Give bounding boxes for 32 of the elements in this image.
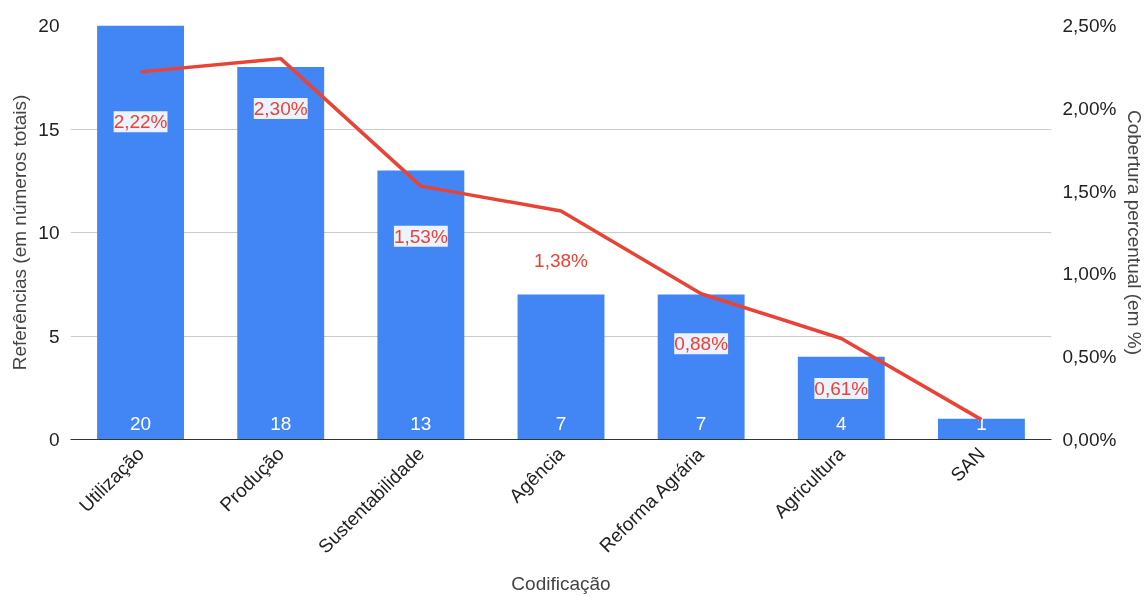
- y2-tick-label: 1,00%: [1062, 263, 1117, 285]
- data-label: 2,22%: [113, 111, 168, 133]
- y-tick-label: 0: [48, 429, 60, 450]
- data-label: 2,30%: [253, 98, 308, 120]
- data-label: 7: [555, 412, 567, 434]
- x-axis-title: Codificação: [511, 572, 611, 594]
- y2-tick-label: 0,00%: [1062, 429, 1117, 450]
- y-tick-label: 10: [38, 222, 60, 243]
- data-label: 0,88%: [674, 333, 729, 355]
- y2-tick-label: 1,50%: [1062, 180, 1117, 202]
- y2-tick-label: 2,00%: [1062, 97, 1117, 119]
- data-label: 0,61%: [814, 377, 869, 399]
- bar: [517, 294, 605, 440]
- data-label: 7: [695, 412, 707, 434]
- data-label: 1,38%: [534, 250, 589, 272]
- bar: [377, 170, 465, 440]
- y-tick-label: 5: [48, 325, 60, 347]
- bar: [97, 25, 185, 440]
- y-tick-label: 15: [38, 118, 60, 140]
- data-label: 13: [410, 412, 432, 434]
- data-label: 18: [270, 412, 292, 434]
- data-label: 4: [836, 412, 847, 434]
- data-label: 20: [130, 412, 152, 434]
- bar: [657, 294, 745, 440]
- y2-axis-title: Cobertura percentual (em %): [1124, 110, 1146, 355]
- y-tick-label: 20: [38, 15, 60, 36]
- data-label: 1,53%: [393, 225, 448, 247]
- y-axis-title: Referências (em números totais): [9, 94, 31, 371]
- y2-tick-label: 2,50%: [1062, 15, 1117, 36]
- bar: [237, 66, 325, 440]
- bar: [937, 418, 1025, 440]
- y2-tick-label: 0,50%: [1062, 346, 1117, 368]
